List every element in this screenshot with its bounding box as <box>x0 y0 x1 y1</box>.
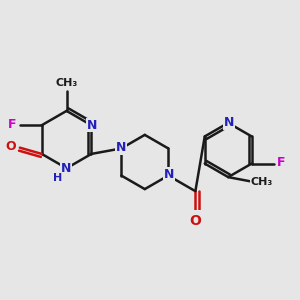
Text: N: N <box>164 168 174 181</box>
Text: O: O <box>5 140 16 153</box>
Text: N: N <box>116 141 126 154</box>
Text: N: N <box>87 119 97 132</box>
Text: F: F <box>277 156 286 169</box>
Text: F: F <box>8 118 16 131</box>
Text: N: N <box>61 162 71 175</box>
Text: CH₃: CH₃ <box>56 78 78 88</box>
Text: CH₃: CH₃ <box>250 177 273 187</box>
Text: H: H <box>53 172 62 183</box>
Text: O: O <box>189 214 201 228</box>
Text: N: N <box>224 116 234 129</box>
